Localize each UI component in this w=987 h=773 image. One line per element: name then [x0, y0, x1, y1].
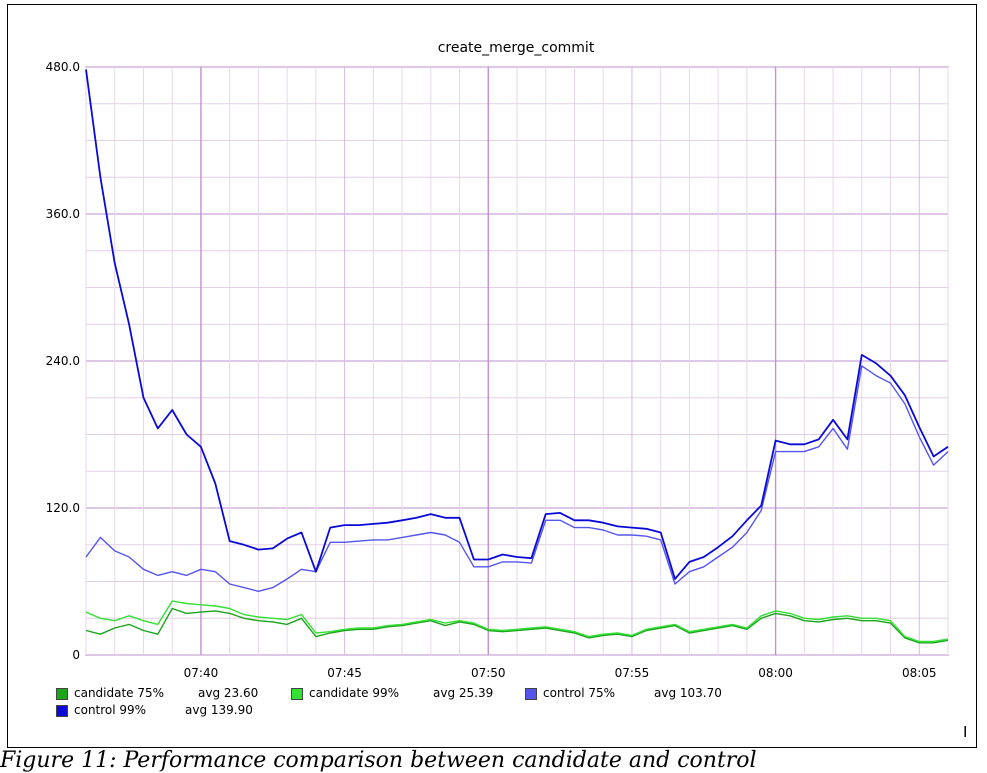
- legend-series-name: candidate 75%: [74, 686, 165, 700]
- series-line-control-75: [85, 365, 949, 592]
- series-line-candidate-75: [85, 607, 949, 644]
- x-tick-label: 07:40: [184, 666, 219, 680]
- legend-swatch: [56, 705, 68, 717]
- x-tick-label: 07:50: [471, 666, 506, 680]
- legend-series-avg: avg 103.70: [654, 686, 722, 700]
- y-tick-label: 120.0: [46, 501, 80, 515]
- legend-swatch: [525, 688, 537, 700]
- y-tick-label: 360.0: [46, 207, 80, 221]
- legend-series-avg: avg 23.60: [198, 686, 259, 700]
- legend-series-name: control 99%: [74, 703, 147, 717]
- series-line-candidate-99: [85, 600, 949, 643]
- series-line-control-99: [85, 69, 949, 580]
- legend-swatch: [291, 688, 303, 700]
- figure-caption: Figure 11: Performance comparison betwee…: [0, 748, 757, 773]
- legend-swatch: [56, 688, 68, 700]
- text-cursor-icon: Ⅰ: [963, 723, 968, 741]
- chart-frame: create_merge_commit 480.0 360.0 240.0 120.0…: [7, 4, 977, 748]
- x-tick-label: 08:05: [902, 666, 937, 680]
- x-tick-label: 07:55: [615, 666, 650, 680]
- y-tick-label: 480.0: [46, 60, 80, 74]
- legend-series-avg: avg 139.90: [185, 703, 253, 717]
- legend-series-name: candidate 99%: [309, 686, 400, 700]
- chart-svg: create_merge_commit 480.0 360.0 240.0 120.0…: [46, 40, 949, 680]
- legend-series-avg: avg 25.39: [433, 686, 494, 700]
- legend-series-name: control 75%: [543, 686, 616, 700]
- y-tick-label: 240.0: [46, 354, 80, 368]
- y-tick-label: 0: [72, 648, 80, 662]
- grid-layer: [85, 66, 949, 656]
- series-layer: [85, 69, 949, 644]
- x-tick-label: 08:00: [758, 666, 793, 680]
- chart-title: create_merge_commit: [438, 40, 595, 56]
- x-tick-label: 07:45: [327, 666, 362, 680]
- axis-layer: 480.0 360.0 240.0 120.0 0 07:40 07:45 07:50 07:5…: [46, 60, 937, 680]
